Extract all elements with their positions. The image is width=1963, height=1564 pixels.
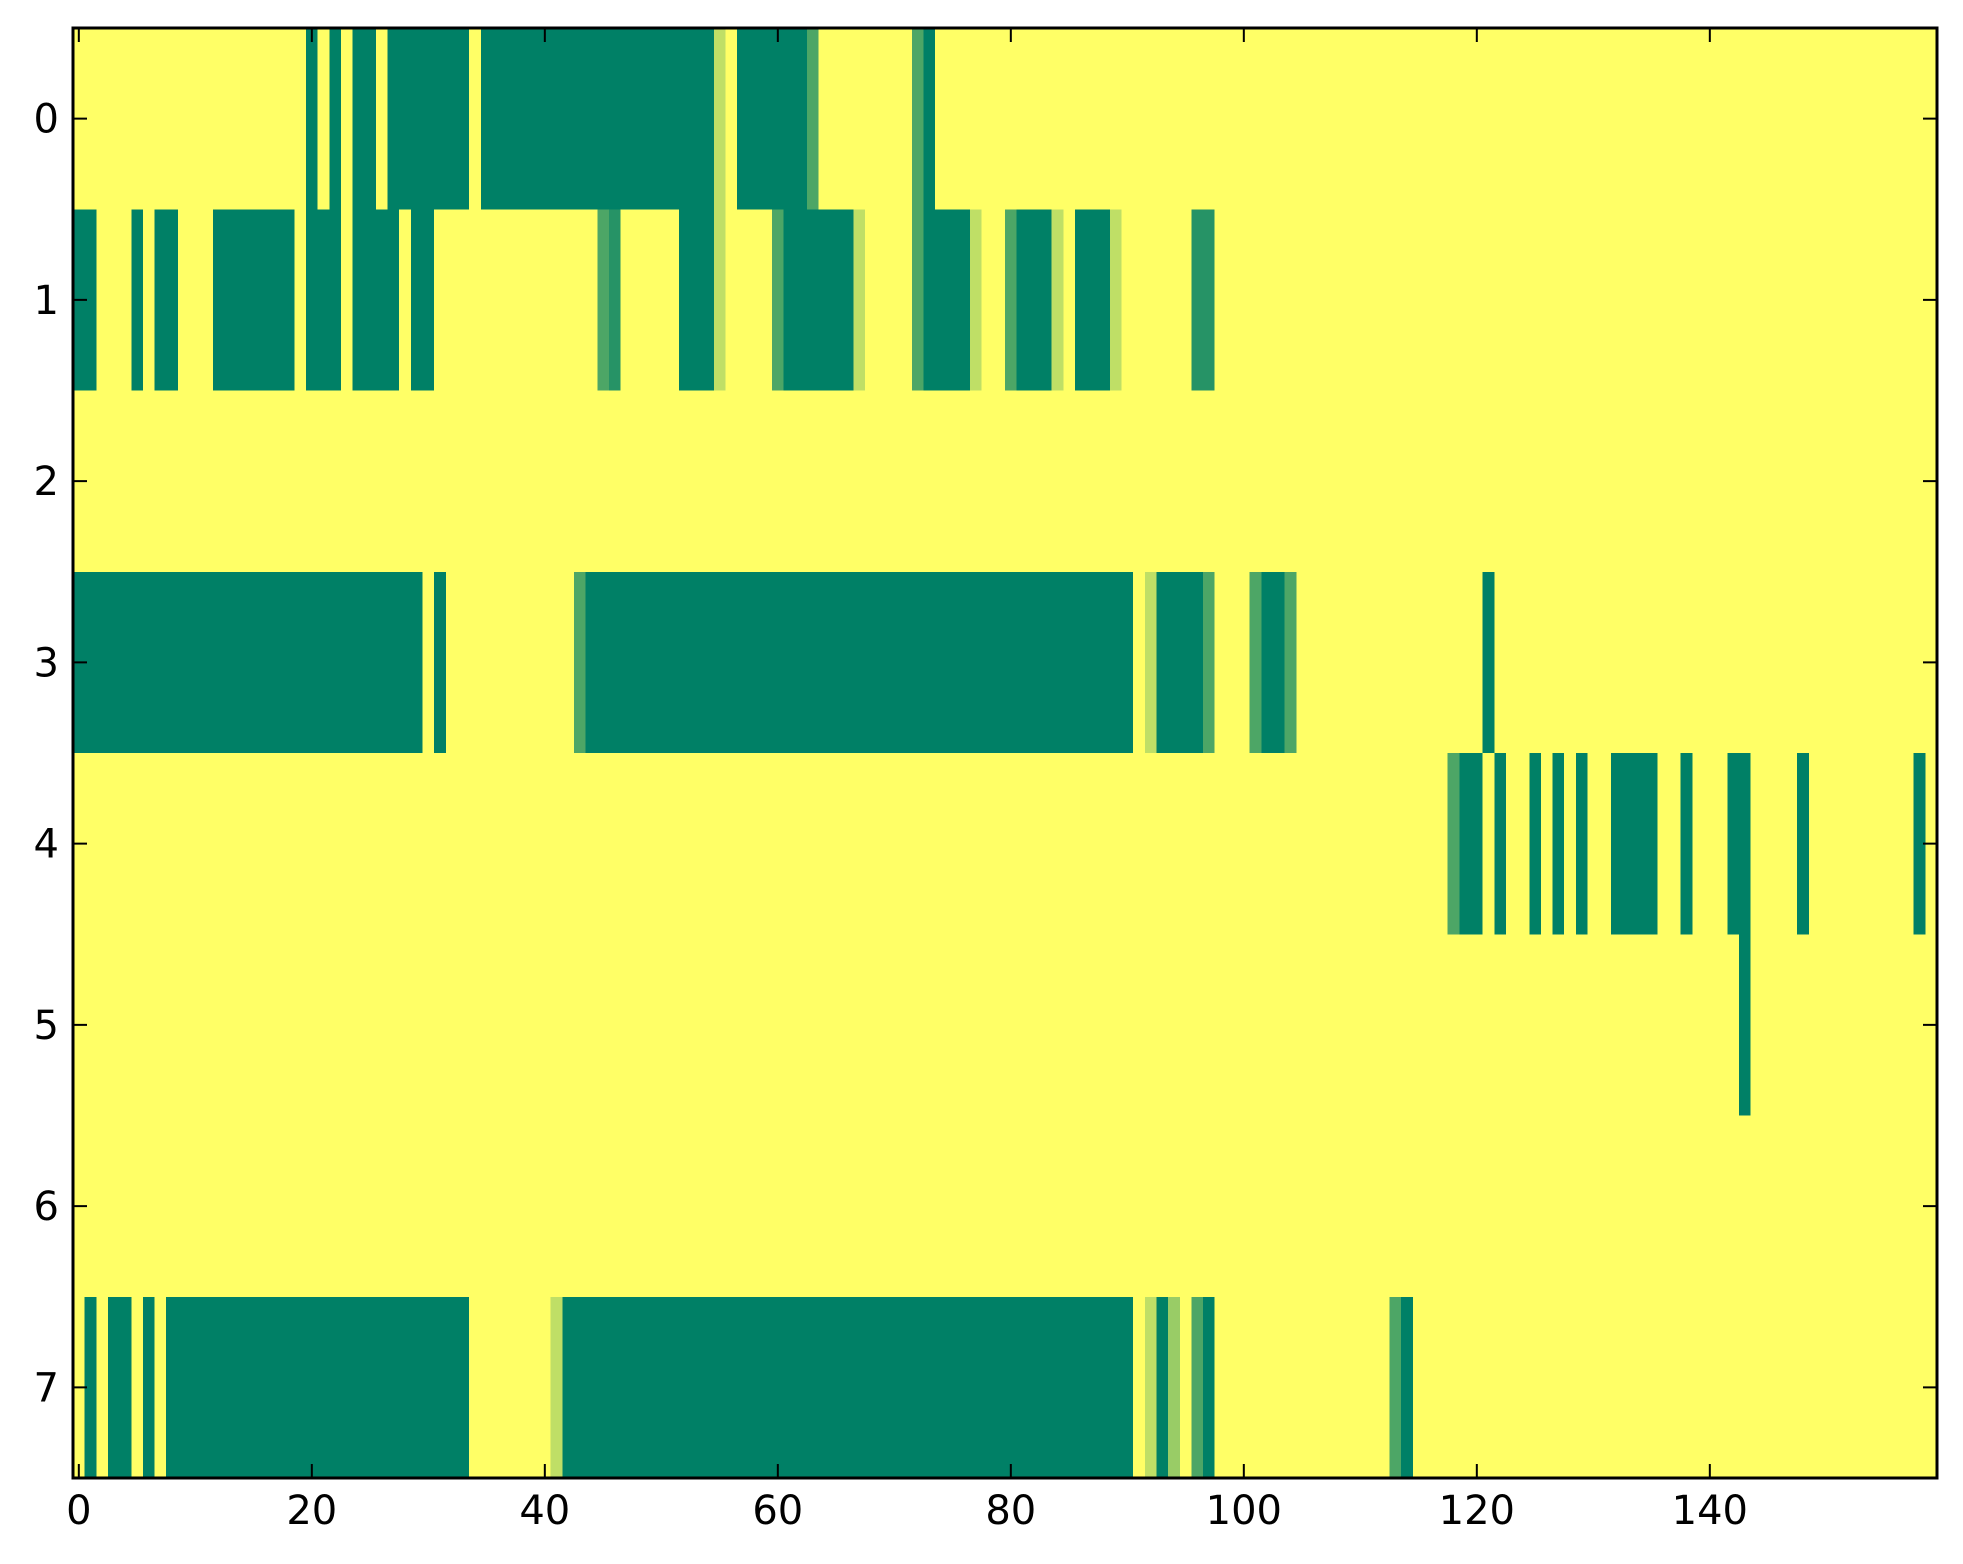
axis-ticks [73,28,1937,1478]
x-tick-label: 80 [985,1488,1036,1534]
x-tick-label: 120 [1439,1488,1515,1534]
heatmap-cell [911,209,924,391]
y-axis-tick-labels: 0 1 2 3 4 5 6 7 [34,97,59,1412]
heatmap-cell [737,28,807,210]
heatmap-cell [1261,571,1285,753]
heatmap-cell [713,28,726,210]
heatmap-cell [1680,753,1693,935]
heatmap-cell [1575,753,1588,935]
y-tick-label: 1 [34,278,59,324]
heatmap-cell [1191,209,1215,391]
heatmap-cell [678,209,714,391]
y-tick-label: 4 [34,822,59,868]
heatmap-cell [1389,1296,1402,1478]
heatmap-cell [306,209,341,391]
heatmap-cell [1284,571,1297,753]
heatmap-cell [550,1296,563,1478]
heatmap-cell [107,1296,132,1478]
x-tick-label: 100 [1206,1488,1282,1534]
heatmap-cell [1447,753,1460,935]
x-tick-label: 40 [519,1488,570,1534]
heatmap-cell [1727,753,1751,935]
heatmap-cell [772,209,784,391]
heatmap-cell [970,209,982,391]
heatmap-cell [911,28,924,210]
heatmap-cell [1144,571,1157,753]
heatmap-cell [352,209,400,391]
heatmap-cell [1051,209,1064,391]
heatmap-cell [585,571,1134,753]
axes-frame [71,26,1939,1480]
heatmap-cell [1074,209,1110,391]
heatmap-cell [306,28,318,210]
y-tick-label: 0 [34,97,59,143]
heatmap-cell [1203,1296,1215,1478]
heatmap-cell [131,209,143,391]
heatmap-cell [84,1296,97,1478]
heatmap-cell [1401,1296,1413,1478]
heatmap-cell [1109,209,1122,391]
heatmap-cell [1610,753,1658,935]
heatmap-cell [1738,934,1751,1116]
heatmap-cell [410,209,435,391]
y-tick-label: 5 [34,1003,59,1049]
heatmap-cell [1156,571,1204,753]
heatmap-cell [597,209,609,391]
heatmap-cell [387,28,470,210]
heatmap-cell [352,28,376,210]
heatmap-cell [73,571,423,753]
heatmap-cell [1191,1296,1204,1478]
heatmap-cell [562,1296,1134,1478]
heatmap-cell [1459,753,1483,935]
y-tick-label: 7 [34,1365,59,1411]
heatmap-cell [573,571,586,753]
heatmap-cell [142,1296,155,1478]
heatmap-cell [1203,571,1215,753]
x-tick-label: 0 [66,1488,91,1534]
heatmap-cell [154,209,178,391]
heatmap-cell [1482,571,1495,753]
y-tick-label: 3 [34,640,59,686]
heatmap-cell [166,1296,470,1478]
heatmap-cell [1529,753,1541,935]
heatmap-cell [212,209,295,391]
heatmap-cell [1797,753,1809,935]
heatmap-cell [1249,571,1262,753]
heatmap-cell [853,209,866,391]
heatmap-cell [608,209,621,391]
heatmap-cell [1016,209,1052,391]
heatmap-cell [1156,1296,1169,1478]
x-tick-label: 20 [286,1488,337,1534]
heatmap-cell [1552,753,1565,935]
heatmap-cell [783,209,854,391]
y-tick-label: 2 [34,459,59,505]
x-tick-label: 60 [752,1488,803,1534]
heatmap-cell [806,28,819,210]
heatmap-cell [923,28,936,210]
y-tick-label: 6 [34,1184,59,1230]
heatmap-cell [329,28,341,210]
x-tick-label: 140 [1672,1488,1748,1534]
heatmap-cell [1168,1296,1180,1478]
heatmap-cell [480,28,714,210]
heatmap-cell [1144,1296,1157,1478]
heatmap-cell [434,571,446,753]
x-axis-tick-labels: 0 20 40 60 80 100 120 140 [66,1488,1748,1534]
heatmap-cell [1494,753,1506,935]
heatmap-cell [1913,753,1926,935]
heatmap-cell [1005,209,1017,391]
heatmap-cells [73,28,1926,1478]
heatmap-cell [923,209,971,391]
heatmap-cell [713,209,726,391]
